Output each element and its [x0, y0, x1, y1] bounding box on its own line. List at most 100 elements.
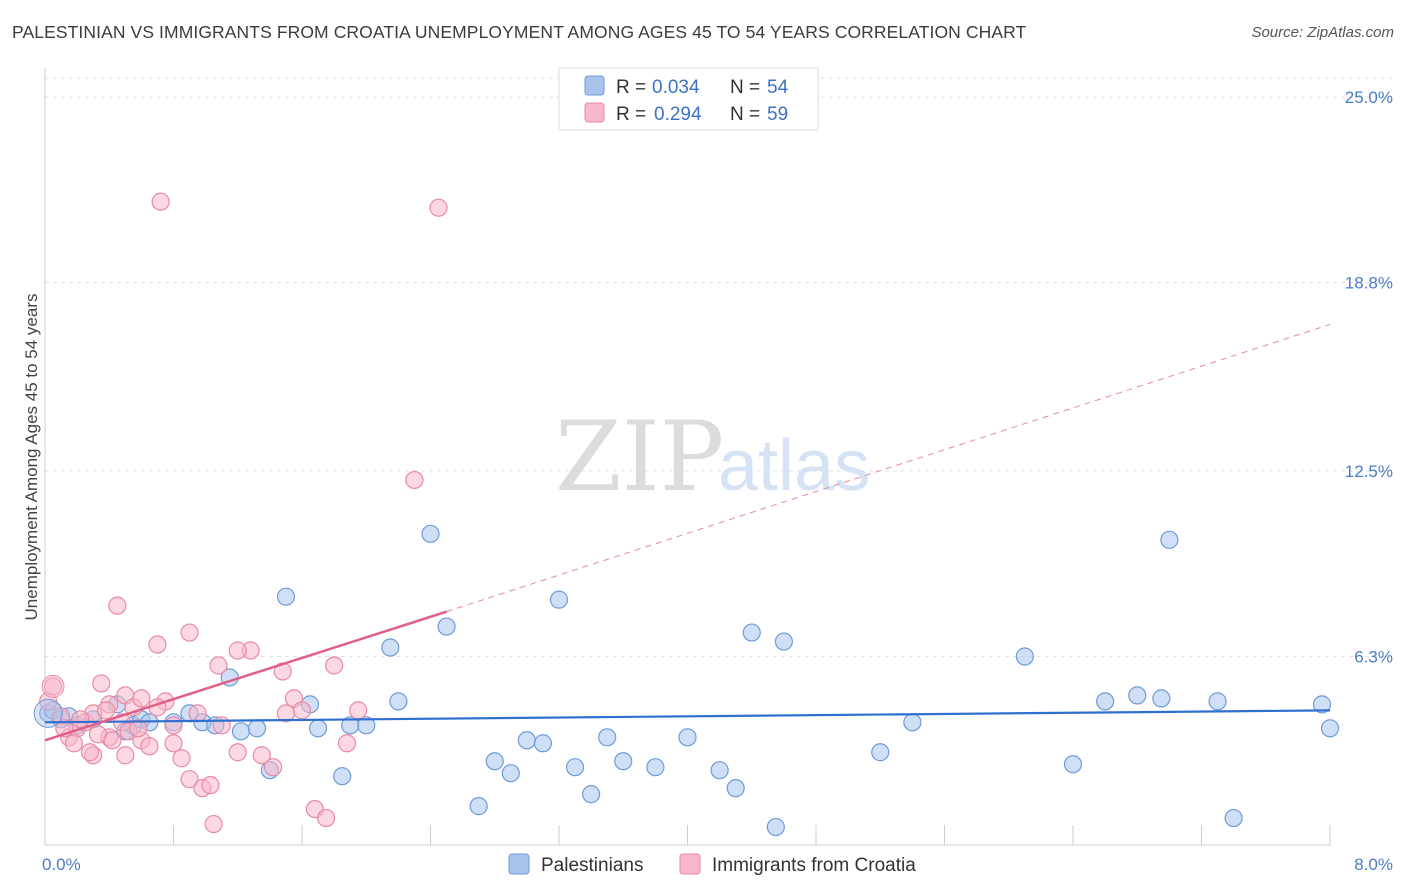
- palestinian-point-22: [333, 767, 352, 786]
- croatia-point-57: [204, 814, 223, 834]
- croatia-point-14: [148, 635, 167, 654]
- croatia-point-18: [180, 770, 199, 789]
- y-tick-labels: 6.3% 12.5% 18.8% 25.0%: [1345, 88, 1393, 667]
- trend-lines: [44, 323, 1331, 742]
- palestinian-point-47: [903, 713, 922, 732]
- source-credit: Source: ZipAtlas.com: [1251, 24, 1394, 41]
- croatia-point-52: [96, 701, 116, 720]
- palestinian-point-32: [517, 731, 536, 750]
- palestinian-point-56: [1312, 695, 1332, 714]
- legend-n-label-1: N =: [730, 104, 760, 125]
- palestinian-point-33: [533, 734, 553, 753]
- correlation-legend: R = 0.034 N = 54 R = 0.294 N = 59: [558, 67, 819, 131]
- trend-line-palestinians: [44, 709, 1331, 724]
- watermark-zip: ZIP: [555, 401, 724, 513]
- x-tick-labels: 0.0% 8.0%: [42, 855, 1393, 874]
- palestinian-point-55: [1224, 808, 1243, 828]
- watermark-atlas: atlas: [718, 426, 870, 506]
- legend-r-value-1: 0.294: [654, 104, 702, 125]
- croatia-point-32: [316, 808, 336, 828]
- palestinian-point-36: [582, 785, 601, 804]
- croatia-point-21: [201, 776, 220, 795]
- legend-n-label-0: N =: [730, 77, 760, 98]
- y-tick-label-1: 12.5%: [1345, 462, 1393, 481]
- palestinian-point-41: [710, 761, 729, 780]
- x-tick-label-0: 0.0%: [42, 855, 81, 874]
- trend-line-croatia: [44, 610, 447, 742]
- croatia-point-34: [337, 734, 357, 753]
- legend-label-palestinians: Palestinians: [541, 855, 643, 876]
- palestinian-point-16: [231, 722, 251, 741]
- palestinian-point-40: [678, 728, 697, 747]
- legend-label-croatia: Immigrants from Croatia: [712, 855, 916, 876]
- legend-n-value-0: 54: [767, 77, 789, 98]
- legend-swatch-croatia: [584, 102, 605, 123]
- croatia-point-35: [349, 701, 368, 720]
- palestinian-point-44: [774, 632, 793, 651]
- croatia-point-49: [71, 710, 90, 729]
- palestinian-point-45: [766, 817, 785, 837]
- x-tick-label-1: 8.0%: [1354, 855, 1393, 874]
- palestinian-point-28: [437, 617, 456, 636]
- croatia-point-22: [209, 656, 228, 675]
- croatia-point-16: [164, 734, 183, 753]
- croatia-point-38: [405, 470, 424, 490]
- croatia-point-24: [228, 743, 247, 762]
- y-axis-label: Unemployment Among Ages 45 to 54 years: [22, 294, 41, 621]
- croatia-point-50: [80, 743, 100, 762]
- trend-line-croatia-extrapolated: [446, 323, 1331, 613]
- palestinian-point-19: [276, 587, 296, 606]
- croatia-point-39: [180, 623, 199, 642]
- croatia-point-46: [164, 716, 183, 735]
- croatia-point-30: [292, 701, 312, 720]
- croatia-point-36: [151, 192, 170, 211]
- palestinian-point-21: [308, 719, 328, 738]
- legend-n-value-1: 59: [767, 104, 788, 125]
- croatia-point-56: [129, 719, 148, 738]
- palestinian-point-25: [381, 638, 400, 657]
- croatia-point-large: [41, 674, 65, 698]
- croatia-point-17: [172, 749, 191, 768]
- croatia-point-33: [325, 656, 344, 675]
- legend-swatch-bottom-croatia: [679, 853, 701, 875]
- palestinian-point-29: [469, 797, 488, 816]
- croatia-point-27: [263, 758, 283, 777]
- palestinian-point-54: [1152, 689, 1171, 708]
- palestinian-point-53: [1208, 692, 1227, 711]
- palestinian-point-43: [742, 623, 761, 642]
- legend-swatch-bottom-palestinians: [508, 853, 530, 875]
- croatia-point-58: [276, 704, 296, 723]
- croatia-point-44: [132, 689, 151, 708]
- palestinian-point-52: [1160, 530, 1179, 549]
- legend-r-label-1: R =: [616, 104, 646, 125]
- palestinian-point-51: [1128, 686, 1147, 705]
- legend-r-value-0: 0.034: [652, 77, 700, 98]
- croatia-point-13: [140, 737, 159, 756]
- croatia-point-19: [188, 704, 207, 723]
- palestinian-point-26: [389, 692, 408, 711]
- croatia-point-26: [252, 746, 271, 765]
- palestinian-point-39: [646, 758, 665, 777]
- palestinian-point-large: [33, 698, 63, 728]
- palestinian-point-38: [614, 752, 633, 771]
- palestinian-point-49: [1063, 755, 1083, 774]
- series-legend: Palestinians Immigrants from Croatia: [508, 853, 916, 876]
- data-points: [33, 192, 1340, 837]
- palestinian-point-37: [598, 728, 617, 747]
- croatia-point-37: [429, 198, 448, 217]
- croatia-point-40: [228, 641, 247, 660]
- palestinian-point-24: [357, 716, 376, 735]
- palestinian-point-31: [501, 764, 520, 783]
- croatia-point-48: [64, 734, 84, 753]
- palestinian-point-35: [565, 758, 585, 777]
- grid-lines: [45, 77, 1392, 658]
- croatia-point-23: [212, 716, 231, 735]
- chart-title: PALESTINIAN VS IMMIGRANTS FROM CROATIA U…: [12, 22, 1027, 42]
- palestinian-point-48: [1015, 647, 1034, 666]
- y-tick-label-0: 6.3%: [1354, 648, 1393, 667]
- croatia-point-7: [92, 674, 111, 693]
- palestinian-point-46: [871, 743, 890, 762]
- palestinian-point-34: [549, 590, 569, 609]
- y-tick-label-3: 25.0%: [1345, 88, 1393, 107]
